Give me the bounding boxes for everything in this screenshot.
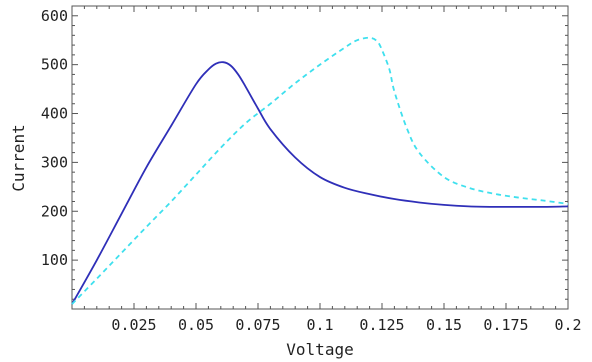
series-line-2 [71, 36, 569, 305]
x-tick-label: 0.125 [359, 316, 404, 334]
y-tick-label: 500 [41, 56, 68, 74]
x-tick-label: 0.025 [111, 316, 156, 334]
x-tick-label: 0.075 [235, 316, 280, 334]
series-line-1 [71, 61, 569, 305]
plot-frame [71, 5, 569, 310]
y-tick-label: 200 [41, 202, 68, 220]
y-tick-label: 100 [41, 251, 68, 269]
ticks-layer [72, 6, 568, 309]
x-axis-title: Voltage [286, 340, 353, 359]
x-tick-label: 0.175 [483, 316, 528, 334]
x-tick-label: 0.2 [554, 316, 581, 334]
tick-labels-layer: 0.025 0.05 0.075 0.1 0.125 0.15 0.175 0.2 100 200… [41, 7, 582, 334]
x-tick-label: 0.15 [426, 316, 462, 334]
x-tick-label: 0.1 [306, 316, 333, 334]
x-tick-label: 0.05 [178, 316, 214, 334]
series-layer [71, 36, 569, 305]
y-axis-title: Current [9, 124, 28, 191]
y-tick-label: 600 [41, 7, 68, 25]
y-tick-label: 400 [41, 105, 68, 123]
y-tick-label: 300 [41, 153, 68, 171]
